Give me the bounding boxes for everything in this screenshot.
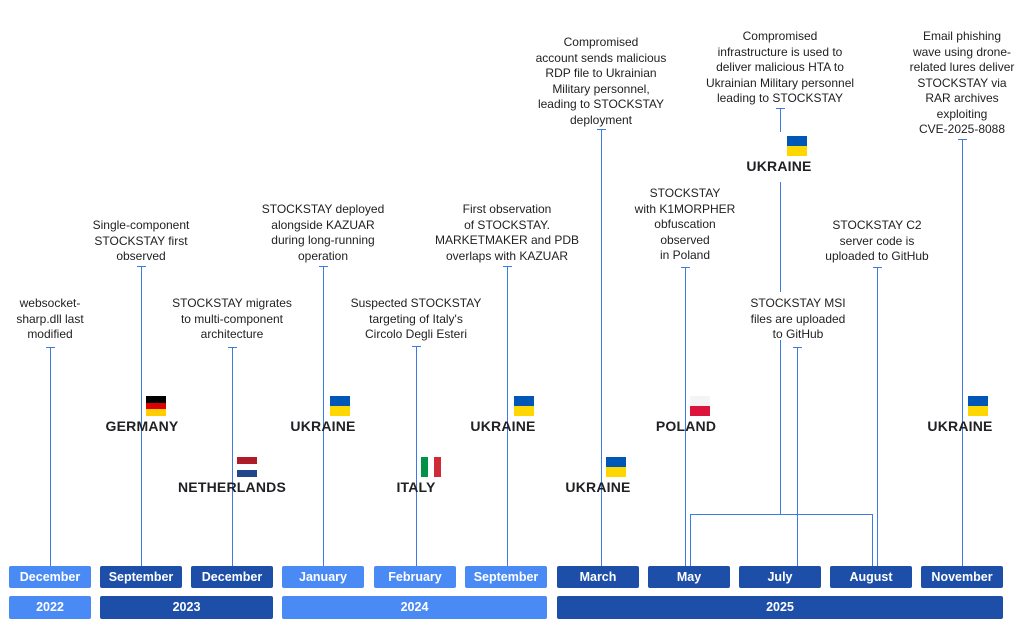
country-label-ukraine: UKRAINE xyxy=(290,418,356,434)
bracket-right xyxy=(872,514,873,566)
line-cap-jan-2024 xyxy=(319,266,328,267)
ukraine-flag-icon xyxy=(514,396,534,416)
month-january-2024: January xyxy=(282,566,364,588)
month-september-2023: September xyxy=(100,566,182,588)
line-sep-2023 xyxy=(141,266,142,566)
country-label-italy: ITALY xyxy=(396,479,436,495)
line-jul-2025-top xyxy=(780,108,781,132)
line-may-2025 xyxy=(685,267,686,566)
ukraine-flag-icon xyxy=(606,457,626,477)
line-cap-sep-2023 xyxy=(137,266,146,267)
italy-flag-icon xyxy=(421,457,441,477)
line-dec-2023 xyxy=(232,347,233,566)
event-rdp-file: Compromised account sends malicious RDP fi… xyxy=(535,35,667,127)
year-2022: 2022 xyxy=(9,596,91,619)
event-first-observation: First observation of STOCKSTAY. MARKETMAKE… xyxy=(434,202,580,263)
month-may-2025: May xyxy=(648,566,730,588)
ukraine-flag-icon xyxy=(787,136,807,156)
line-jul-2025-low xyxy=(780,340,781,514)
month-february-2024: February xyxy=(374,566,456,588)
line-aug-2025 xyxy=(877,267,878,566)
line-cap-may-2025 xyxy=(681,267,690,268)
month-december-2023: December xyxy=(191,566,273,588)
event-k1morpher: STOCKSTAY with K1MORPHER obfuscation obser… xyxy=(634,186,736,262)
line-jul-2025-mid xyxy=(780,182,781,292)
month-december-2022: December xyxy=(9,566,91,588)
country-label-ukraine: UKRAINE xyxy=(746,158,812,174)
month-september-2024: September xyxy=(465,566,547,588)
event-hta-delivery: Compromised infrastructure is used to deli… xyxy=(705,29,855,105)
germany-flag-icon xyxy=(146,396,166,416)
country-label-poland: POLAND xyxy=(655,418,717,434)
netherlands-flag-icon xyxy=(237,457,257,477)
event-msi-github: STOCKSTAY MSI files are uploaded to GitHub xyxy=(750,296,846,341)
line-cap-dec-2022 xyxy=(46,347,55,348)
month-march-2025: March xyxy=(557,566,639,588)
line-cap-dec-2023 xyxy=(228,347,237,348)
line-mar-2025 xyxy=(601,129,602,566)
bracket-left xyxy=(690,514,691,566)
year-2024: 2024 xyxy=(282,596,547,619)
line-cap-sep-2024 xyxy=(503,266,512,267)
month-august-2025: August xyxy=(830,566,912,588)
line-jul-2025-msi xyxy=(797,347,798,566)
line-cap-aug-2025 xyxy=(873,267,882,268)
event-websocket-sharp: websocket-sharp.dll last modified xyxy=(16,296,84,341)
country-label-ukraine: UKRAINE xyxy=(470,418,536,434)
line-jan-2024 xyxy=(323,266,324,566)
event-kazuar-deploy: STOCKSTAY deployed alongside KAZUAR during… xyxy=(261,202,385,263)
country-label-netherlands: NETHERLANDS xyxy=(178,479,286,495)
bracket-top xyxy=(690,514,872,515)
line-dec-2022 xyxy=(50,347,51,566)
event-single-component: Single-component STOCKSTAY first observed xyxy=(92,218,190,263)
line-cap-mar-2025 xyxy=(597,129,606,130)
country-label-ukraine: UKRAINE xyxy=(565,479,631,495)
country-label-germany: GERMANY xyxy=(105,418,179,434)
poland-flag-icon xyxy=(690,396,710,416)
line-cap-feb-2024 xyxy=(412,346,421,347)
event-multi-component: STOCKSTAY migrates to multi-component arch… xyxy=(172,296,292,341)
line-cap-jul-2025 xyxy=(776,108,785,109)
line-feb-2024 xyxy=(416,346,417,566)
ukraine-flag-icon xyxy=(330,396,350,416)
line-nov-2025 xyxy=(962,139,963,566)
line-cap-jul-2025-msi xyxy=(793,347,802,348)
ukraine-flag-icon xyxy=(968,396,988,416)
event-c2-github: STOCKSTAY C2 server code is uploaded to Gi… xyxy=(825,218,929,263)
month-november-2025: November xyxy=(921,566,1003,588)
country-label-ukraine: UKRAINE xyxy=(927,418,993,434)
month-july-2025: July xyxy=(739,566,821,588)
event-italy-targeting: Suspected STOCKSTAY targeting of Italy's C… xyxy=(350,296,482,341)
line-sep-2024 xyxy=(507,266,508,566)
event-phishing-wave: Email phishing wave using drone-related l… xyxy=(909,29,1015,136)
line-cap-nov-2025 xyxy=(958,139,967,140)
year-2023: 2023 xyxy=(100,596,273,619)
year-2025: 2025 xyxy=(557,596,1003,619)
